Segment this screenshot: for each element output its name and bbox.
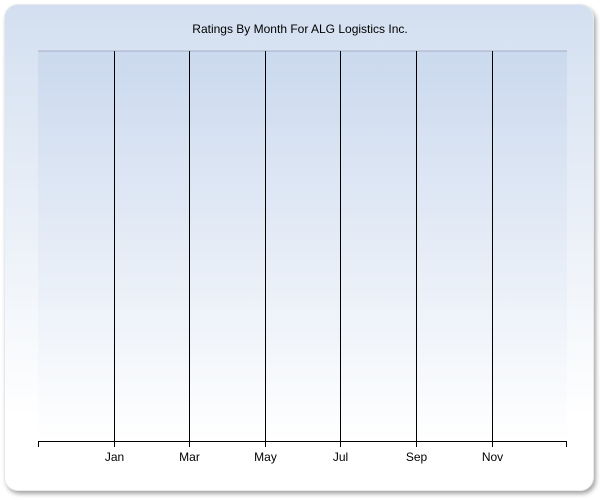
chart-title: Ratings By Month For ALG Logistics Inc. (192, 22, 408, 36)
x-tick-label-jul: Jul (333, 450, 348, 464)
x-tick-label-sep: Sep (406, 450, 428, 464)
plot-area (38, 51, 567, 441)
x-tick-label-may: May (254, 450, 277, 464)
x-tick-label-mar: Mar (179, 450, 200, 464)
x-tick-label-nov: Nov (482, 450, 503, 464)
x-tick-label-jan: Jan (105, 450, 124, 464)
